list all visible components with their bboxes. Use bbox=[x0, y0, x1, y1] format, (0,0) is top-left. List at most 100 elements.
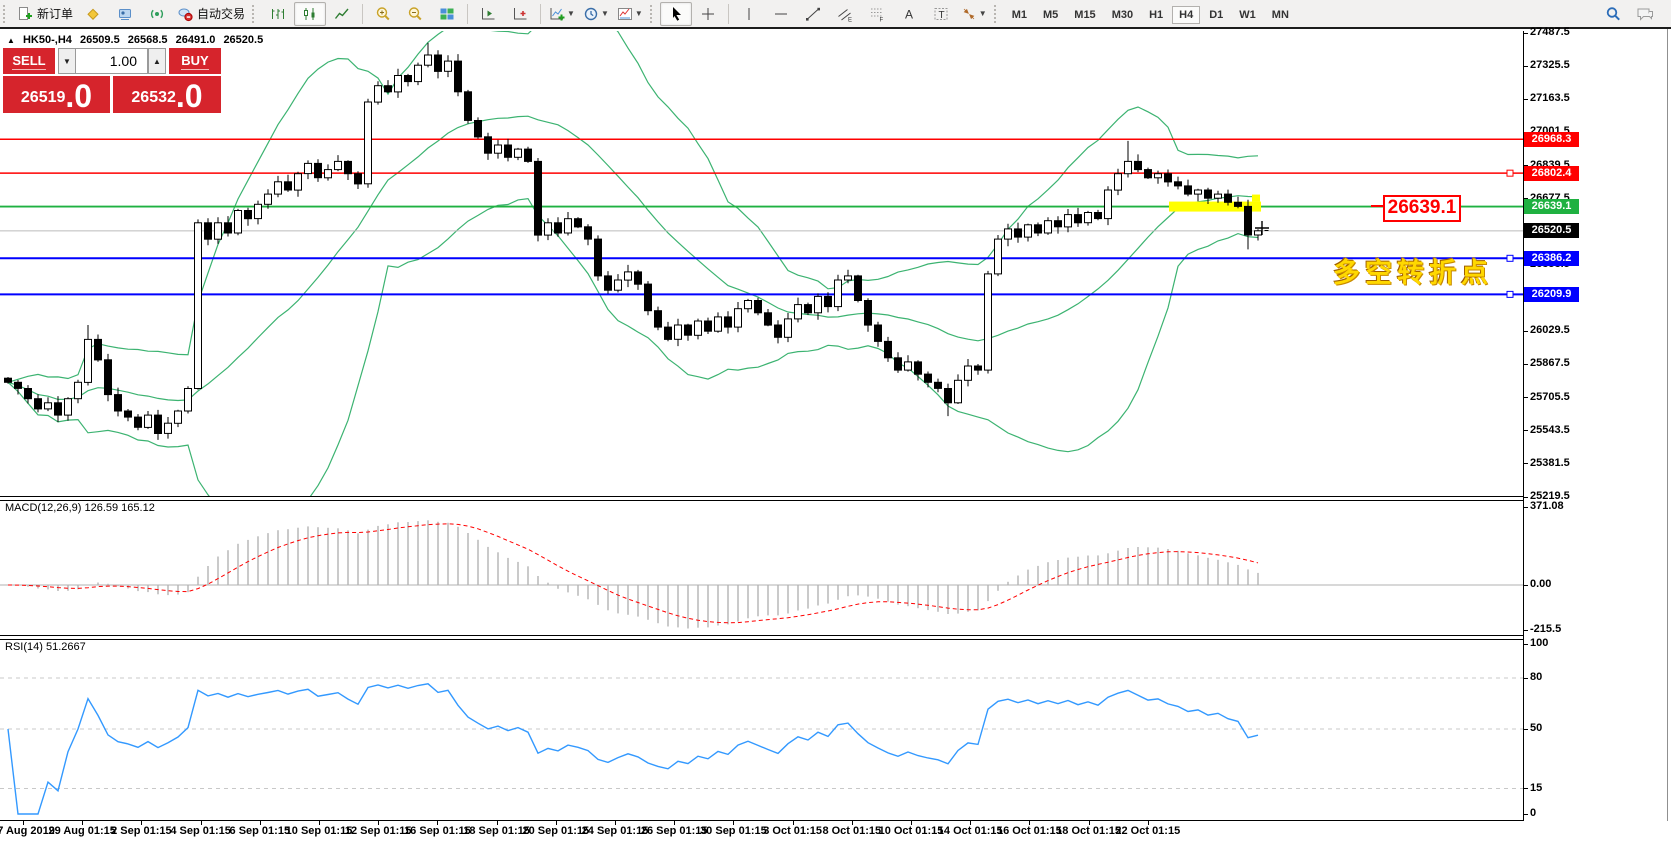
collapse-icon[interactable]: ▲ bbox=[7, 36, 15, 45]
toolbar-grip[interactable] bbox=[252, 4, 259, 23]
timeframe-W1[interactable]: W1 bbox=[1239, 8, 1256, 21]
price-callout-dash bbox=[1371, 205, 1383, 207]
bar-chart-button[interactable] bbox=[262, 2, 294, 26]
chart-shift-button[interactable] bbox=[504, 2, 536, 26]
symbol-name: HK50-,H4 bbox=[22, 34, 72, 46]
volume-decrease-button[interactable]: ▼ bbox=[58, 48, 76, 74]
time-tick-label: 2 Sep 01:15 bbox=[111, 825, 172, 837]
horizontal-level-lines bbox=[0, 138, 1523, 298]
toolbar-grip[interactable] bbox=[993, 4, 1001, 23]
text-label-tool[interactable]: T bbox=[925, 2, 957, 26]
rsi-panel[interactable] bbox=[0, 638, 1523, 820]
buy-price-main: 26532 bbox=[131, 89, 176, 106]
line-chart-button[interactable] bbox=[326, 2, 358, 26]
time-tick-label: 16 Sep 01:15 bbox=[404, 825, 471, 837]
auto-scroll-button[interactable] bbox=[472, 2, 504, 26]
buy-button[interactable]: BUY bbox=[169, 48, 221, 74]
arrows-dropdown[interactable]: ▼ bbox=[957, 2, 991, 26]
price-callout[interactable]: 26639.1 bbox=[1383, 195, 1461, 222]
time-tick-label: 8 Oct 01:15 bbox=[822, 825, 882, 837]
volume-increase-button[interactable]: ▲ bbox=[148, 48, 166, 74]
macd-panel[interactable] bbox=[0, 499, 1523, 635]
toolbar: 新订单 自动交易 ▼ ▼ ▼ bbox=[0, 0, 1671, 28]
rsi-level-lines bbox=[0, 677, 1523, 789]
crosshair-tool-button[interactable] bbox=[692, 2, 724, 26]
price-tick-label: 25543.5 bbox=[1530, 423, 1570, 436]
timeframe-M15[interactable]: M15 bbox=[1074, 8, 1096, 21]
zoom-in-button[interactable] bbox=[367, 2, 399, 26]
trendline-tool[interactable] bbox=[797, 2, 829, 26]
line-handle[interactable] bbox=[1506, 254, 1514, 262]
time-tick bbox=[674, 821, 676, 825]
time-tick bbox=[496, 821, 498, 825]
horizontal-line-tool[interactable] bbox=[765, 2, 797, 26]
timeframe-MN[interactable]: MN bbox=[1271, 8, 1289, 21]
rsi-tick-label: 0 bbox=[1530, 807, 1537, 819]
fibonacci-tool[interactable]: F bbox=[861, 2, 893, 26]
svg-text:E: E bbox=[848, 17, 852, 22]
toolbar-grip[interactable] bbox=[3, 4, 10, 23]
timeframe-M5[interactable]: M5 bbox=[1043, 8, 1059, 21]
time-tick bbox=[378, 821, 380, 825]
zoom-out-button[interactable] bbox=[399, 2, 431, 26]
buy-price-button[interactable]: 26532.0 bbox=[113, 76, 221, 113]
terminal-icon bbox=[117, 6, 133, 22]
candlestick-chart-button[interactable] bbox=[294, 1, 327, 26]
tile-windows-button[interactable] bbox=[431, 2, 463, 26]
search-button[interactable] bbox=[1597, 2, 1629, 26]
timeframe-D1[interactable]: D1 bbox=[1209, 8, 1224, 21]
panel-separator[interactable] bbox=[0, 635, 1523, 640]
time-tick-label: 26 Sep 01:15 bbox=[640, 825, 708, 837]
time-tick bbox=[23, 821, 24, 825]
timeframe-M30[interactable]: M30 bbox=[1111, 8, 1134, 21]
line-handle[interactable] bbox=[1506, 169, 1514, 177]
chat-bubble-icon bbox=[1635, 5, 1655, 23]
arrows-icon bbox=[961, 6, 977, 22]
trendline-icon bbox=[805, 6, 821, 22]
panel-separator[interactable] bbox=[0, 496, 1523, 501]
news-button[interactable] bbox=[141, 2, 173, 26]
rsi-tick bbox=[1524, 728, 1528, 730]
crosshair-icon bbox=[700, 6, 716, 22]
chinese-annotation[interactable]: 多空转折点 bbox=[1333, 258, 1493, 288]
text-tool[interactable]: A bbox=[893, 2, 925, 26]
new-chart-dropdown[interactable]: ▼ bbox=[545, 2, 579, 26]
terminal-button[interactable] bbox=[109, 2, 141, 26]
vertical-line-tool[interactable] bbox=[733, 2, 765, 26]
timeframe-M1[interactable]: M1 bbox=[1011, 8, 1027, 21]
sell-price-button[interactable]: 26519.0 bbox=[3, 76, 110, 113]
time-tick bbox=[319, 821, 320, 825]
sell-button[interactable]: SELL bbox=[3, 48, 55, 74]
time-tick-label: 10 Oct 01:15 bbox=[878, 825, 944, 837]
zoom-out-icon bbox=[407, 6, 423, 22]
time-tick bbox=[141, 821, 143, 825]
price-level-tag: 26520.5 bbox=[1524, 223, 1579, 239]
periods-dropdown[interactable]: ▼ bbox=[579, 2, 613, 26]
chat-button[interactable] bbox=[1629, 2, 1661, 26]
templates-dropdown[interactable]: ▼ bbox=[613, 2, 647, 26]
new-chart-icon bbox=[549, 6, 565, 22]
profiles-button[interactable] bbox=[77, 2, 109, 26]
price-level-tag: 26209.9 bbox=[1524, 286, 1579, 302]
diamond-icon bbox=[85, 6, 101, 22]
time-tick-label: 20 Sep 01:15 bbox=[522, 825, 590, 837]
cursor-tool-button[interactable] bbox=[659, 1, 692, 26]
price-tick-label: 25381.5 bbox=[1530, 456, 1570, 469]
channel-tool[interactable]: E bbox=[829, 2, 861, 26]
line-handle[interactable] bbox=[1506, 290, 1514, 298]
price-level-tag: 26802.4 bbox=[1524, 165, 1579, 181]
price-tick bbox=[1524, 330, 1528, 332]
macd-tick-label: 371.08 bbox=[1530, 500, 1564, 512]
toolbar-grip[interactable] bbox=[649, 4, 657, 23]
timeframe-H1[interactable]: H1 bbox=[1149, 8, 1164, 21]
main-price-chart[interactable] bbox=[0, 31, 1523, 496]
price-tick-label: 26029.5 bbox=[1530, 324, 1570, 337]
new-order-button[interactable]: 新订单 bbox=[13, 2, 77, 26]
volume-input[interactable] bbox=[75, 48, 148, 74]
auto-trading-button[interactable]: 自动交易 bbox=[173, 2, 249, 26]
timeframe-H4[interactable]: H4 bbox=[1172, 5, 1201, 24]
yellow-highlight[interactable] bbox=[1169, 194, 1261, 212]
price-tick bbox=[1524, 463, 1528, 465]
tile-windows-icon bbox=[439, 6, 455, 22]
